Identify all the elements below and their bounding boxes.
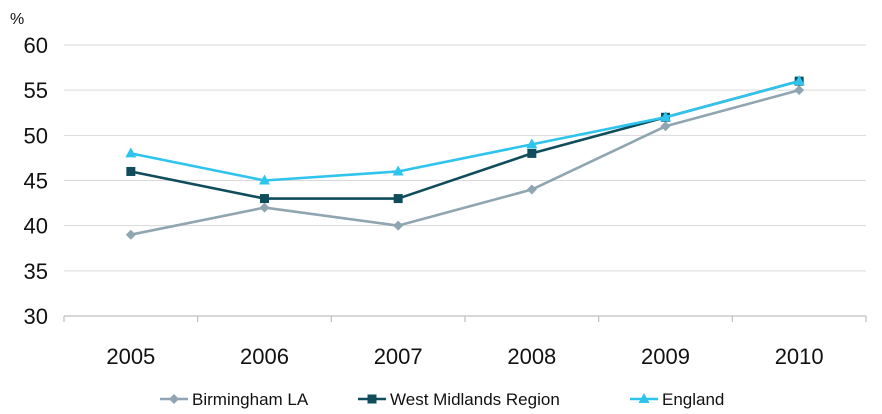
y-unit-label: %: [10, 11, 24, 28]
y-tick-label-40: 40: [24, 214, 48, 239]
data-point-birmingham-la-2006: [259, 202, 270, 213]
legend-marker-west-midlands-region: [367, 394, 377, 404]
series-birmingham-la: [125, 85, 805, 240]
x-tick-label-2006: 2006: [240, 344, 289, 369]
y-tick-label-35: 35: [24, 259, 48, 284]
data-point-england-2008: [526, 138, 538, 149]
data-point-west-midlands-region-2006: [260, 194, 269, 204]
data-point-birmingham-la-2005: [125, 229, 136, 240]
x-tick-label-2010: 2010: [775, 344, 824, 369]
y-tick-label-50: 50: [24, 123, 48, 148]
legend-marker-england: [638, 393, 650, 403]
data-point-west-midlands-region-2007: [393, 194, 403, 204]
legend-marker-birmingham-la: [169, 394, 179, 404]
legend-label-birmingham-la: Birmingham LA: [192, 390, 309, 409]
data-point-west-midlands-region-2005: [126, 166, 136, 176]
series-west-midlands-region: [126, 76, 804, 204]
series-group: [125, 75, 805, 240]
x-tick-label-2007: 2007: [374, 344, 423, 369]
data-point-england-2010: [793, 75, 805, 86]
data-point-england-2007: [392, 165, 404, 176]
data-point-birmingham-la-2010: [794, 85, 805, 96]
data-point-birmingham-la-2008: [526, 184, 537, 195]
gridlines: [64, 44, 866, 272]
y-tick-labels: 30 35 40 45 50 55 60: [24, 33, 48, 329]
y-tick-label-60: 60: [24, 33, 48, 58]
axes: [63, 315, 867, 322]
y-tick-label-45: 45: [24, 169, 48, 194]
legend-item-west-midlands-region: West Midlands Region: [358, 390, 560, 409]
y-tick-label-30: 30: [24, 304, 48, 329]
data-point-birmingham-la-2007: [393, 220, 404, 231]
data-point-birmingham-la-2009: [660, 121, 671, 132]
data-point-england-2009: [660, 111, 671, 122]
legend-item-birmingham-la: Birmingham LA: [160, 390, 309, 409]
data-point-west-midlands-region-2008: [527, 148, 537, 158]
x-tick-label-2005: 2005: [106, 344, 155, 369]
data-point-england-2006: [259, 174, 270, 185]
legend-item-england: England: [630, 390, 724, 409]
legend-label-west-midlands-region: West Midlands Region: [390, 390, 560, 409]
x-tick-label-2008: 2008: [507, 344, 556, 369]
legend-label-england: England: [662, 390, 724, 409]
series-line-birmingham-la: [130, 88, 800, 236]
series-line-england: [130, 79, 800, 182]
data-point-england-2005: [125, 147, 137, 158]
series-england: [125, 75, 805, 185]
y-tick-label-55: 55: [24, 78, 48, 103]
x-tick-labels: 2005 2006 2007 2008 2009 2010: [106, 344, 823, 369]
legend: Birmingham LA West Midlands Region England: [160, 390, 724, 409]
x-tick-label-2009: 2009: [641, 344, 690, 369]
